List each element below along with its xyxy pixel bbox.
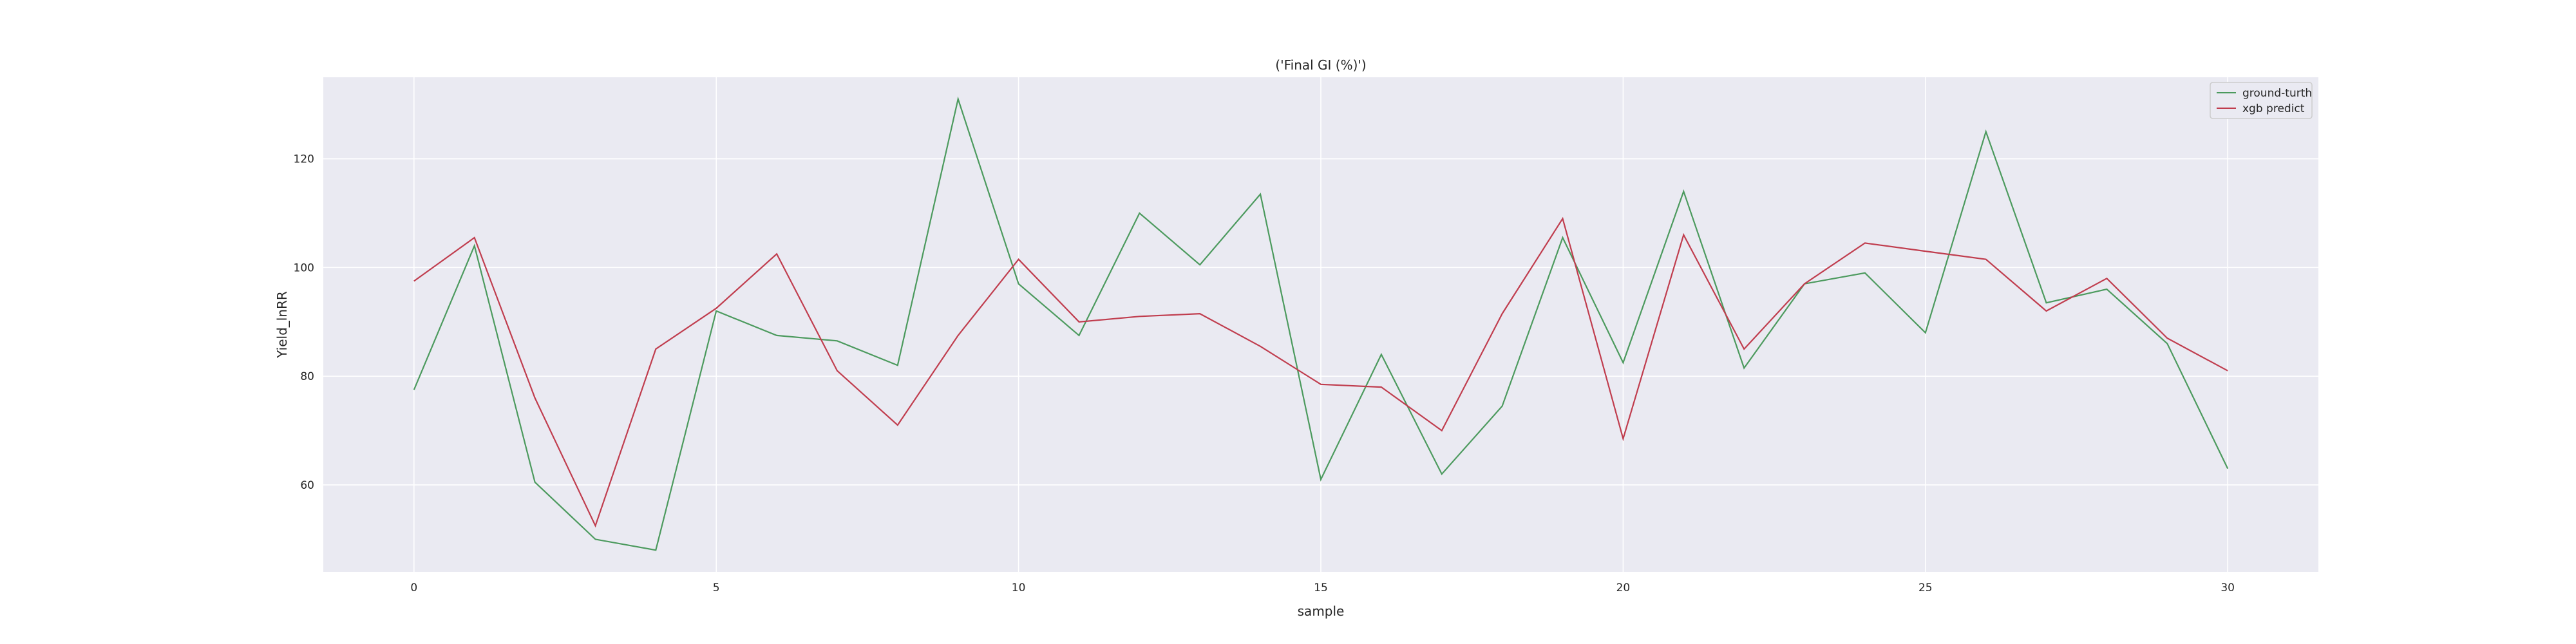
series-line-xgb-predict bbox=[413, 216, 2228, 528]
x-tick-label: 30 bbox=[2221, 582, 2235, 594]
series-lines bbox=[413, 96, 2229, 551]
legend: ground-turth xgb predict bbox=[2210, 82, 2313, 119]
y-tick-labels: 60 80 100 120 bbox=[294, 153, 314, 492]
series-line-ground-turth bbox=[413, 96, 2229, 551]
y-tick-label: 100 bbox=[294, 261, 314, 274]
chart-title: ('Final GI (%)') bbox=[1275, 57, 1366, 73]
y-tick-label: 60 bbox=[300, 479, 314, 492]
legend-box bbox=[2210, 82, 2313, 119]
x-tick-label: 15 bbox=[1314, 582, 1328, 594]
y-axis-label: Yield_lnRR bbox=[274, 291, 290, 359]
x-tick-label: 0 bbox=[410, 582, 417, 594]
legend-label-xgb-predict: xgb predict bbox=[2242, 102, 2305, 115]
x-tick-label: 20 bbox=[1616, 582, 1631, 594]
x-tick-label: 10 bbox=[1012, 582, 1026, 594]
x-tick-label: 25 bbox=[1918, 582, 1933, 594]
x-axis-label: sample bbox=[1298, 603, 1345, 619]
y-tick-label: 120 bbox=[294, 153, 314, 166]
legend-label-ground-turth: ground-turth bbox=[2242, 87, 2312, 100]
gridlines bbox=[323, 77, 2318, 572]
x-tick-label: 5 bbox=[713, 582, 720, 594]
x-tick-labels: 0 5 10 15 20 25 30 bbox=[410, 582, 2235, 594]
y-tick-label: 80 bbox=[300, 370, 314, 383]
